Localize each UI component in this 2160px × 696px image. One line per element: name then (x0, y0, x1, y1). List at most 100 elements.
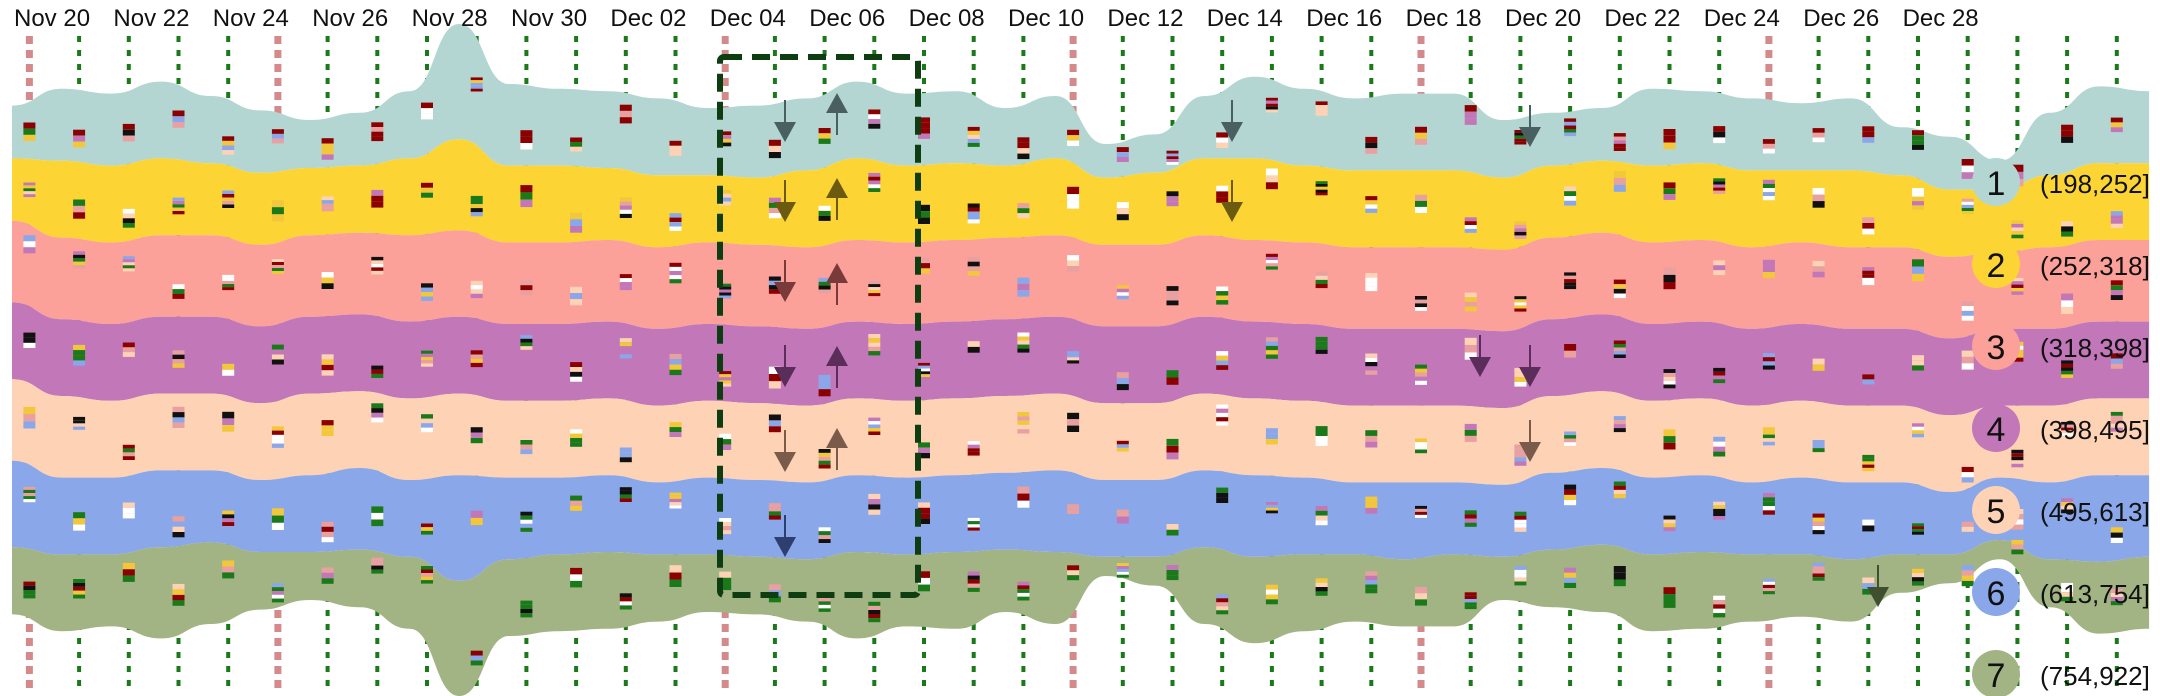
glyph-segment (520, 523, 533, 528)
glyph-segment (421, 569, 433, 573)
glyph-segment (1265, 106, 1278, 110)
glyph-segment (222, 145, 235, 151)
glyph-segment (2061, 582, 2074, 588)
glyph-segment (1415, 587, 1427, 594)
glyph-segment (868, 284, 881, 288)
glyph-segment (1116, 292, 1129, 296)
glyph-segment (1265, 504, 1278, 508)
glyph-segment (1067, 509, 1080, 514)
glyph-segment (1166, 529, 1179, 536)
glyph-segment (768, 276, 781, 281)
glyph-segment (669, 266, 682, 271)
glyph-segment (818, 210, 831, 216)
glyph-segment (1464, 306, 1477, 312)
glyph-segment (1663, 384, 1676, 389)
glyph-segment (1912, 259, 1924, 267)
glyph-segment (818, 460, 831, 465)
glyph-segment (967, 130, 980, 135)
glyph-segment (1116, 214, 1129, 221)
glyph-segment (520, 199, 533, 208)
glyph-segment (1912, 423, 1924, 427)
glyph-segment (271, 359, 284, 365)
glyph-segment (1862, 454, 1875, 459)
glyph-segment (719, 371, 732, 375)
glyph-segment (2061, 424, 2074, 428)
glyph-segment (1713, 131, 1726, 138)
glyph-segment (669, 140, 682, 146)
glyph-segment (2011, 463, 2024, 468)
glyph-segment (918, 133, 930, 139)
glyph-segment (669, 369, 682, 376)
glyph-segment (1762, 434, 1775, 439)
glyph-segment (1166, 570, 1179, 575)
glyph-segment (1166, 535, 1179, 542)
glyph-segment (918, 362, 930, 366)
glyph-segment (23, 499, 36, 503)
glyph-segment (1116, 563, 1129, 566)
glyph-segment (1017, 500, 1030, 508)
glyph-segment (818, 281, 831, 286)
glyph-segment (719, 583, 732, 591)
glyph-segment (619, 286, 632, 291)
glyph-segment (1415, 442, 1427, 446)
glyph-segment (818, 535, 831, 540)
glyph-segment (321, 200, 334, 204)
glyph-segment (520, 604, 533, 609)
glyph-segment (1564, 279, 1577, 283)
glyph-segment (918, 507, 930, 514)
glyph-segment (2110, 290, 2123, 296)
glyph-segment (1812, 530, 1825, 535)
glyph-segment (619, 338, 632, 343)
glyph-segment (1762, 438, 1775, 442)
glyph-segment (1315, 181, 1328, 184)
glyph-segment (1265, 256, 1278, 261)
glyph-segment (1812, 271, 1825, 278)
glyph-segment (1862, 217, 1875, 223)
glyph-segment (967, 257, 980, 262)
glyph-segment (570, 376, 583, 382)
glyph-segment (1216, 606, 1229, 611)
glyph-segment (1564, 582, 1577, 588)
glyph-segment (1365, 502, 1378, 508)
glyph-segment (1017, 429, 1030, 434)
glyph-segment (1116, 152, 1129, 158)
glyph-segment (1067, 419, 1080, 426)
glyph-segment (1067, 360, 1080, 364)
glyph-segment (1713, 436, 1726, 442)
glyph-segment (271, 583, 284, 588)
glyph-segment (1514, 569, 1527, 574)
glyph-segment (1216, 417, 1229, 422)
glyph-segment (1663, 515, 1676, 520)
glyph-segment (1166, 445, 1179, 453)
glyph-segment (520, 444, 533, 450)
glyph-segment (619, 350, 632, 355)
glyph-segment (1961, 204, 1974, 208)
glyph-segment (1365, 584, 1378, 589)
glyph-segment (1315, 192, 1328, 196)
glyph-segment (818, 128, 831, 134)
glyph-segment (520, 527, 533, 532)
glyph-segment (1961, 350, 1974, 357)
glyph-segment (2110, 295, 2123, 300)
glyph-segment (470, 517, 483, 526)
glyph-segment (570, 219, 583, 226)
glyph-segment (1564, 196, 1577, 201)
legend-number: 2 (1987, 247, 2006, 285)
glyph-segment (1017, 208, 1030, 214)
glyph-segment (1564, 489, 1577, 495)
glyph-segment (669, 422, 682, 428)
glyph-segment (271, 268, 284, 271)
glyph-segment (619, 117, 632, 124)
glyph-segment (719, 377, 732, 381)
glyph-segment (570, 442, 583, 447)
glyph-segment (768, 515, 781, 520)
glyph-segment (1464, 297, 1477, 302)
glyph-segment (23, 590, 36, 595)
glyph-segment (1812, 201, 1825, 208)
glyph-segment (1017, 416, 1030, 421)
glyph-segment (1514, 581, 1527, 586)
glyph-segment (1862, 379, 1875, 385)
glyph-segment (271, 591, 284, 595)
glyph-segment (619, 601, 632, 606)
